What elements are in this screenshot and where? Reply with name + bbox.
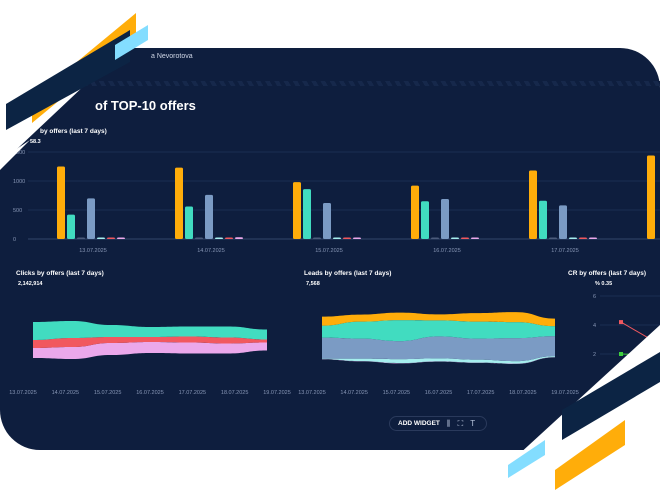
point-offer-8 [619, 352, 623, 356]
y-tick-label: 1000 [13, 179, 25, 185]
bar-offer-5 [569, 237, 577, 239]
bar-offer-3 [313, 237, 321, 239]
bar-offer-7 [471, 237, 479, 239]
stream-offer-2 [33, 321, 267, 340]
expand-icon[interactable]: ⛶ [457, 418, 464, 428]
x-tick-label: 13.07.2025 [79, 248, 107, 254]
bar-offer-5 [97, 237, 105, 239]
y-tick-label: 500 [13, 208, 22, 214]
text-icon[interactable]: T [470, 418, 476, 428]
bar-offer-3 [77, 237, 85, 239]
stream-offer-1 [322, 312, 555, 327]
bar-offer-4 [559, 205, 567, 239]
x-tick-label: 18.07.2025 [509, 390, 537, 396]
stream-offer-4 [322, 336, 555, 362]
stream-offer-6 [33, 336, 267, 348]
bar-offer-1 [175, 167, 183, 239]
point-offer-6 [619, 320, 623, 325]
y-tick-label: 6 [593, 294, 596, 300]
x-tick-label: 14.07.2025 [340, 390, 368, 396]
add-widget-bar[interactable]: ADD WIDGET ⫼ ⛶ T [389, 416, 487, 431]
bar-offer-7 [117, 237, 125, 239]
x-tick-label: 15.07.2025 [383, 390, 411, 396]
x-tick-label: 15.07.2025 [94, 390, 122, 396]
bar-offer-1 [529, 170, 537, 239]
x-tick-label: 16.07.2025 [136, 390, 164, 396]
x-tick-label: 16.07.2025 [425, 390, 453, 396]
bar-offer-6 [461, 237, 469, 239]
bar-offer-1 [57, 166, 65, 239]
bar-offer-1 [293, 182, 301, 239]
bar-offer-4 [205, 194, 213, 239]
bar-offer-2 [421, 201, 429, 239]
x-tick-label: 13.07.2025 [298, 390, 326, 396]
bar-offer-3 [195, 237, 203, 239]
bar-offer-7 [235, 237, 243, 239]
bar-offer-2 [185, 206, 193, 239]
bar-offer-7 [589, 237, 597, 239]
x-tick-label: 13.07.2025 [9, 390, 37, 396]
header-divider [0, 81, 660, 86]
x-tick-label: 19.07.2025 [263, 390, 291, 396]
x-tick-label: 14.07.2025 [52, 390, 80, 396]
bar-offer-2 [67, 214, 75, 239]
bar-offer-6 [107, 237, 115, 239]
clicks-widget-title: Clicks by offers (last 7 days) [16, 270, 104, 277]
bar-offer-3 [431, 237, 439, 239]
y-tick-label: 2 [593, 352, 596, 358]
bar-offer-2 [303, 189, 311, 239]
bar-offer-6 [343, 237, 351, 239]
bar-offer-6 [579, 237, 587, 239]
leads-total: 7,568 [306, 281, 320, 287]
bar-offer-1 [411, 185, 419, 239]
bar-offer-3 [549, 237, 557, 239]
x-tick-label: 19.07.2025 [551, 390, 579, 396]
stream-offer-7 [33, 342, 267, 359]
bar-offer-5 [333, 237, 341, 239]
x-tick-label: 17.07.2025 [467, 390, 495, 396]
bar-offer-7 [353, 237, 361, 239]
x-tick-label: 17.07.2025 [179, 390, 207, 396]
x-tick-label: 18.07.2025 [221, 390, 249, 396]
bar-offer-4 [441, 198, 449, 239]
bar-offer-2 [539, 200, 547, 239]
line-offer-6 [620, 321, 660, 346]
bar-offer-6 [225, 237, 233, 239]
y-tick-label: 0 [13, 237, 16, 243]
bar-offer-5 [451, 237, 459, 239]
bar-offer-4 [323, 203, 331, 239]
y-tick-label: 1500 [13, 150, 25, 156]
bar-offer-1 [647, 155, 655, 239]
cr-total: % 0.35 [595, 281, 613, 287]
x-tick-label: 17.07.2025 [551, 248, 579, 254]
chart-icon[interactable]: ⫼ [446, 418, 451, 428]
leads-widget-title: Leads by offers (last 7 days) [304, 270, 392, 277]
bar-offer-4 [87, 198, 95, 239]
add-widget-button[interactable]: ADD WIDGET [398, 420, 440, 427]
bar-offer-5 [215, 237, 223, 239]
cr-widget-title: CR by offers (last 7 days) [568, 270, 647, 277]
clicks-total: 2,142,914 [18, 281, 43, 287]
stream-offer-7 [322, 357, 555, 364]
x-tick-label: 15.07.2025 [315, 248, 343, 254]
x-tick-label: 14.07.2025 [197, 248, 225, 254]
y-tick-label: 4 [593, 323, 596, 329]
x-tick-label: 16.07.2025 [433, 248, 461, 254]
